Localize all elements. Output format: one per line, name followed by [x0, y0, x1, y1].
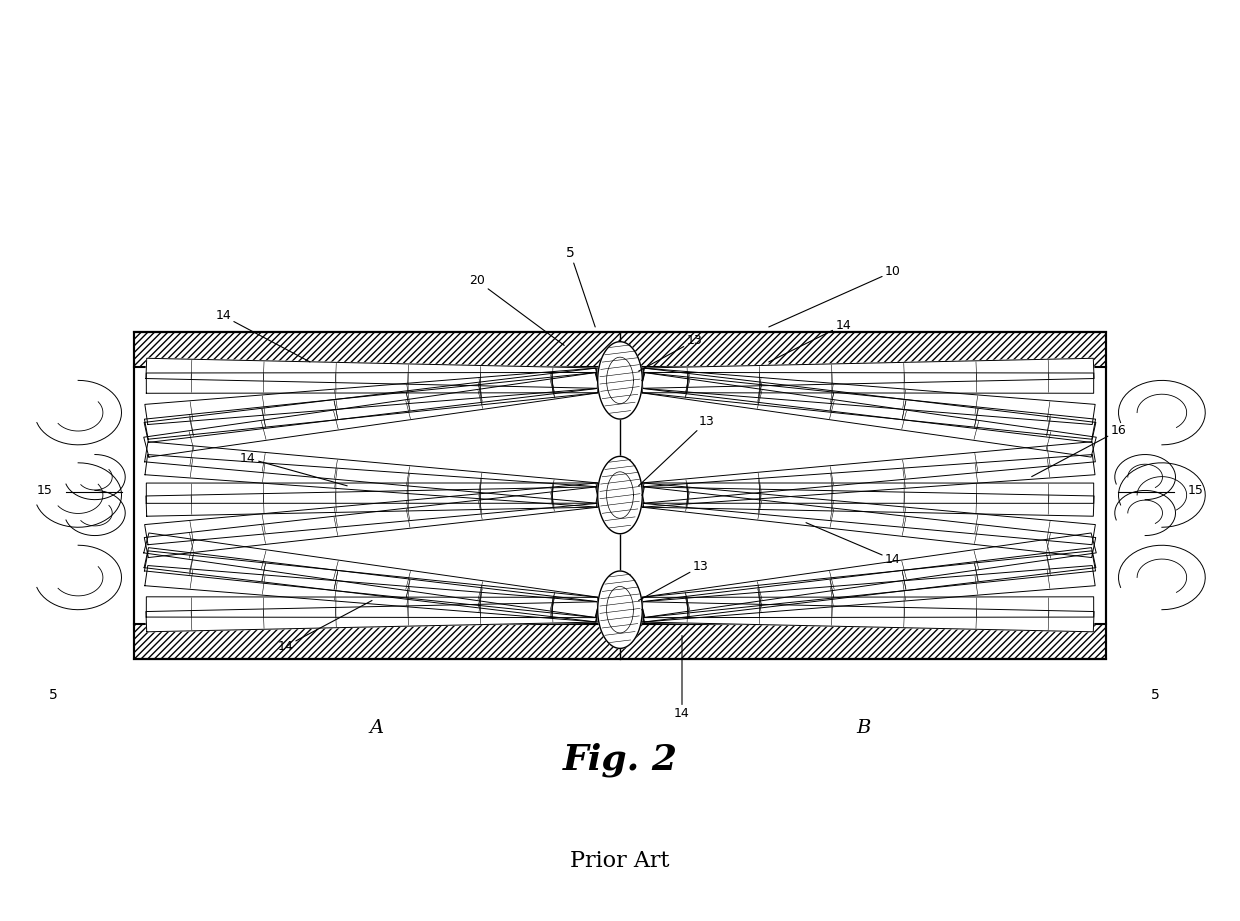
- Polygon shape: [640, 533, 1096, 617]
- Polygon shape: [640, 368, 1096, 442]
- Polygon shape: [144, 373, 600, 457]
- Polygon shape: [145, 368, 599, 425]
- Polygon shape: [598, 571, 642, 648]
- Polygon shape: [144, 548, 600, 622]
- Polygon shape: [642, 487, 1094, 516]
- Polygon shape: [640, 373, 1096, 457]
- Polygon shape: [640, 551, 1096, 617]
- Polygon shape: [144, 373, 600, 439]
- Polygon shape: [641, 455, 1095, 507]
- Polygon shape: [642, 483, 1094, 503]
- Polygon shape: [146, 358, 598, 389]
- Text: 15: 15: [1188, 484, 1203, 497]
- Polygon shape: [640, 373, 1096, 439]
- Text: 16: 16: [1032, 424, 1126, 477]
- Text: 14: 14: [769, 319, 851, 362]
- Text: 14: 14: [216, 309, 310, 362]
- Polygon shape: [144, 487, 600, 557]
- Polygon shape: [598, 342, 642, 419]
- Bar: [134, 332, 1106, 367]
- Bar: [134, 332, 1106, 659]
- Text: A: A: [370, 718, 384, 737]
- Polygon shape: [598, 457, 642, 533]
- Text: 14: 14: [806, 523, 900, 566]
- Bar: [134, 624, 1106, 659]
- Text: 14: 14: [241, 451, 347, 486]
- Polygon shape: [146, 487, 598, 516]
- Polygon shape: [144, 533, 600, 617]
- Polygon shape: [144, 551, 600, 617]
- Polygon shape: [641, 368, 1095, 425]
- Text: Prior Art: Prior Art: [570, 850, 670, 872]
- Polygon shape: [642, 358, 1094, 389]
- Polygon shape: [641, 442, 1095, 503]
- Polygon shape: [146, 597, 598, 618]
- Text: 10: 10: [769, 265, 900, 327]
- Text: 14: 14: [675, 635, 689, 720]
- Text: B: B: [856, 718, 870, 737]
- Polygon shape: [640, 487, 1096, 557]
- Polygon shape: [145, 565, 599, 622]
- Text: 13: 13: [639, 560, 708, 600]
- Text: 13: 13: [639, 414, 714, 486]
- Polygon shape: [144, 368, 600, 442]
- Polygon shape: [145, 455, 599, 507]
- Text: 5: 5: [48, 688, 58, 703]
- Text: 13: 13: [639, 334, 702, 371]
- Text: 15: 15: [37, 484, 52, 497]
- Polygon shape: [642, 601, 1094, 632]
- Bar: [134, 332, 1106, 659]
- Text: 5: 5: [1151, 688, 1161, 703]
- Polygon shape: [641, 483, 1095, 544]
- Polygon shape: [146, 483, 598, 503]
- Polygon shape: [640, 548, 1096, 622]
- Polygon shape: [642, 597, 1094, 618]
- Polygon shape: [642, 372, 1094, 393]
- Text: 5: 5: [565, 246, 595, 327]
- Text: 20: 20: [470, 274, 564, 345]
- Polygon shape: [146, 601, 598, 632]
- Text: Fig. 2: Fig. 2: [563, 742, 677, 777]
- Polygon shape: [145, 483, 599, 544]
- Text: 14: 14: [278, 600, 372, 653]
- Polygon shape: [146, 372, 598, 393]
- Polygon shape: [145, 442, 599, 503]
- Polygon shape: [641, 565, 1095, 622]
